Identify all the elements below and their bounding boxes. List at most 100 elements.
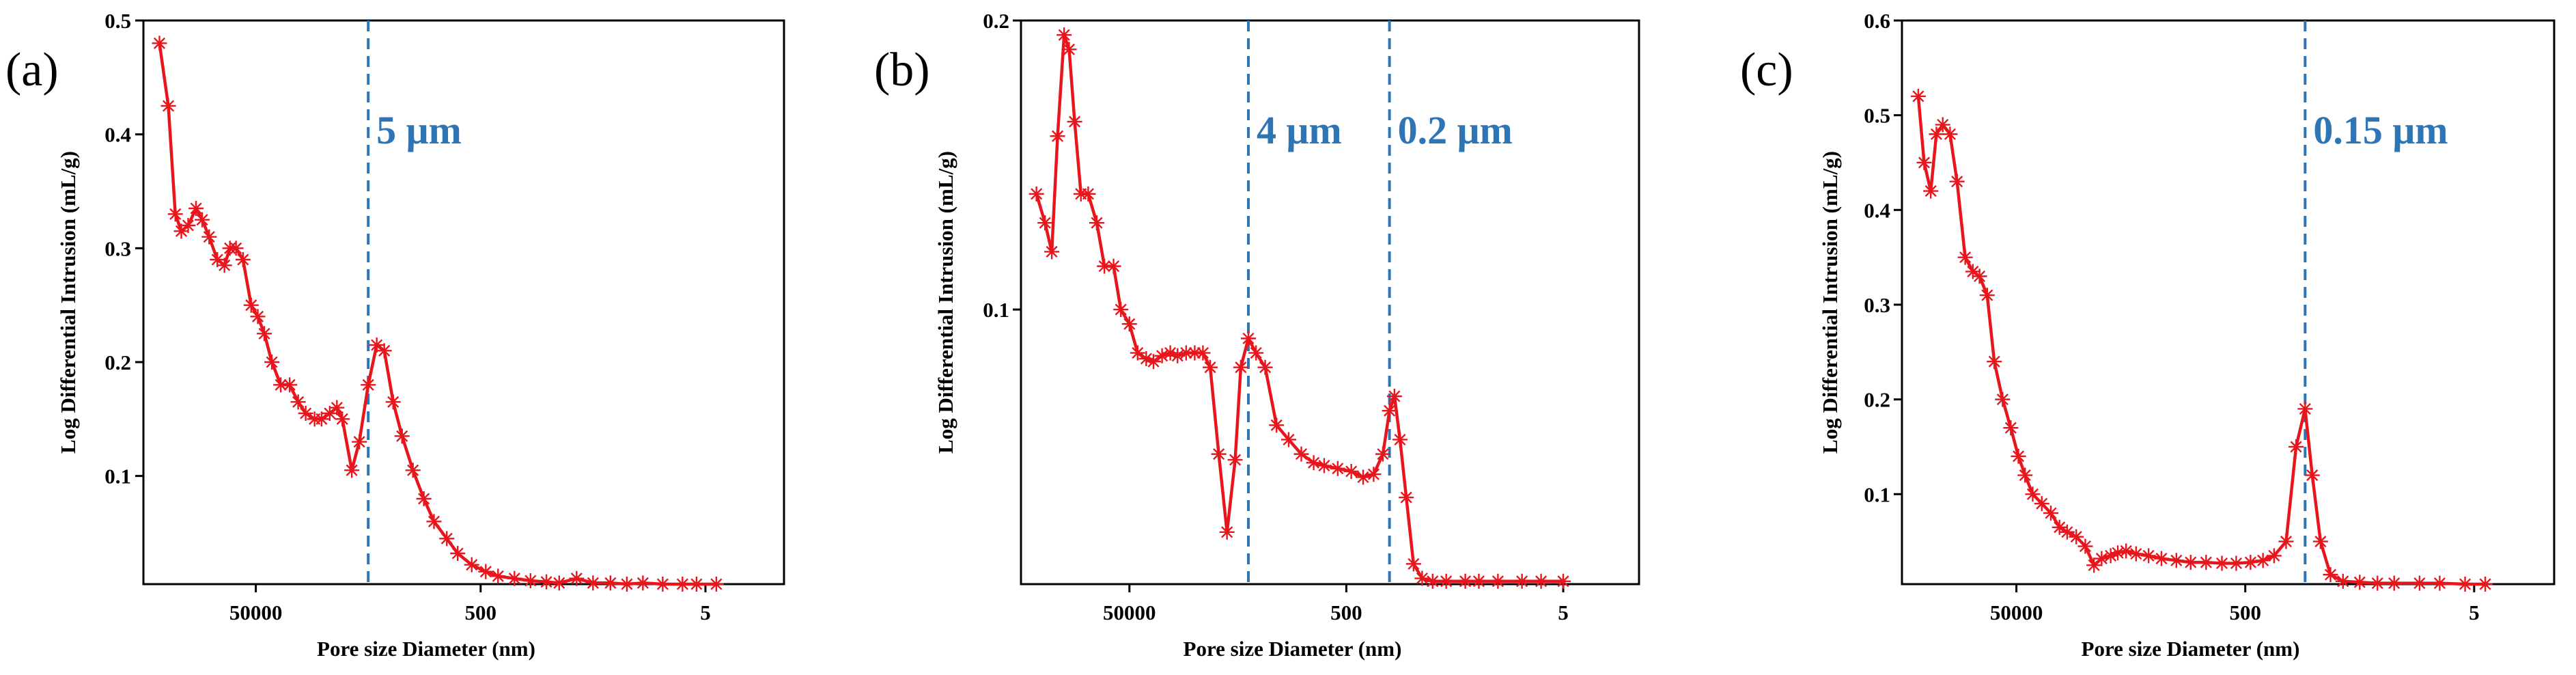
- data-point: [1935, 117, 1950, 133]
- data-point: [507, 570, 522, 586]
- y-axis-title: Log Differential Intrusion (mL/g): [934, 151, 957, 454]
- data-point: [2118, 543, 2134, 559]
- data-point: [2110, 545, 2126, 561]
- data-point: [1219, 524, 1235, 540]
- data-point: [344, 463, 360, 478]
- data-point: [2011, 448, 2026, 464]
- data-point: [1248, 345, 1264, 361]
- y-tick-label: 0.4: [104, 123, 131, 147]
- data-point: [1343, 464, 1359, 479]
- data-point: [2214, 555, 2230, 571]
- data-point: [1028, 186, 1044, 202]
- data-point: [335, 411, 350, 427]
- data-point: [1269, 417, 1285, 433]
- data-point: [1146, 354, 1162, 370]
- y-tick-label: 0.4: [1864, 198, 1890, 222]
- data-point: [369, 338, 384, 353]
- data-point: [216, 258, 232, 273]
- data-point: [2323, 567, 2338, 583]
- data-point: [426, 514, 442, 529]
- data-point: [1061, 42, 1077, 57]
- data-point: [1386, 389, 1402, 404]
- data-point: [675, 577, 690, 592]
- x-axis-title: Pore size Diameter (nm): [2082, 637, 2300, 661]
- data-point: [188, 201, 204, 216]
- data-point: [1257, 359, 1273, 375]
- data-point: [2003, 420, 2019, 436]
- y-tick-label: 0.1: [1864, 482, 1890, 506]
- data-point: [167, 206, 183, 222]
- data-point: [2077, 538, 2093, 554]
- chart-panel-a: (a) 0.1 0.2 0.3 0.4 0.5 50000 500 5 Pore size Dia…: [5, 9, 785, 661]
- data-point: [1910, 88, 1926, 104]
- x-tick-label: 5: [1558, 601, 1569, 624]
- data-point: [490, 568, 506, 584]
- data-point: [264, 355, 280, 370]
- y-tick-label: 0.3: [104, 236, 131, 260]
- series-line: [1916, 96, 2486, 586]
- data-point: [1929, 126, 1944, 142]
- data-point: [1227, 452, 1243, 468]
- data-point: [416, 491, 432, 506]
- data-point: [329, 400, 345, 415]
- data-point: [539, 574, 555, 590]
- data-point: [1356, 469, 1371, 485]
- data-point: [1089, 215, 1104, 231]
- data-point: [228, 240, 244, 256]
- reference-line-label: 0.15 μm: [2313, 108, 2448, 152]
- data-point: [1995, 391, 2011, 407]
- plot-frame: [1901, 19, 2556, 586]
- data-point: [282, 377, 298, 393]
- data-point: [2034, 496, 2049, 512]
- x-tick-label: 50000: [1103, 601, 1156, 624]
- y-axis-title: Log Differential Intrusion (mL/g): [56, 151, 80, 454]
- data-point: [1972, 268, 1987, 284]
- x-tick-label: 500: [2229, 601, 2261, 624]
- data-point: [352, 434, 367, 450]
- reference-line-label: 0.2 μm: [1398, 108, 1513, 152]
- data-point: [635, 575, 651, 591]
- data-point: [361, 377, 376, 393]
- data-point: [290, 394, 306, 410]
- data-point: [2069, 529, 2084, 545]
- data-point: [2335, 573, 2351, 589]
- y-tick-label: 0.1: [104, 465, 131, 488]
- data-point: [2025, 486, 2041, 502]
- plot-frame: [1020, 19, 1640, 586]
- data-point: [602, 575, 618, 591]
- data-point: [655, 577, 671, 592]
- data-point: [1490, 573, 1506, 589]
- y-tick-label: 0.2: [104, 350, 131, 374]
- y-tick-label: 0.6: [1864, 9, 1890, 33]
- data-point: [619, 577, 634, 592]
- data-point: [1316, 458, 1332, 473]
- data-point: [1533, 573, 1549, 589]
- data-point: [1923, 183, 1939, 199]
- data-point: [1405, 556, 1421, 572]
- y-tick-label: 0.5: [1864, 104, 1890, 128]
- data-point: [2352, 575, 2368, 590]
- x-axis-title: Pore size Diameter (nm): [317, 637, 535, 661]
- data-point: [1233, 359, 1248, 375]
- data-point: [450, 546, 466, 561]
- data-point: [1195, 345, 1211, 361]
- data-point: [1457, 573, 1473, 589]
- x-axis-title: Pore size Diameter (nm): [1184, 637, 1402, 661]
- data-point: [1916, 154, 1932, 170]
- data-point: [708, 577, 724, 592]
- data-point: [2288, 439, 2304, 454]
- data-point: [2255, 553, 2271, 568]
- data-point: [569, 570, 585, 586]
- data-point: [2141, 548, 2157, 564]
- data-point: [1987, 354, 2002, 370]
- data-point: [1178, 345, 1194, 361]
- data-point: [1293, 446, 1309, 462]
- data-point: [1556, 573, 1571, 589]
- data-point: [2312, 534, 2328, 549]
- data-point: [1067, 114, 1082, 130]
- data-point: [1281, 432, 1297, 447]
- y-axis-title: Log Differential Intrusion (mL/g): [1818, 151, 1842, 454]
- data-point: [2386, 575, 2402, 591]
- x-tick-label: 50000: [229, 601, 283, 624]
- panel-label: (c): [1740, 44, 1793, 96]
